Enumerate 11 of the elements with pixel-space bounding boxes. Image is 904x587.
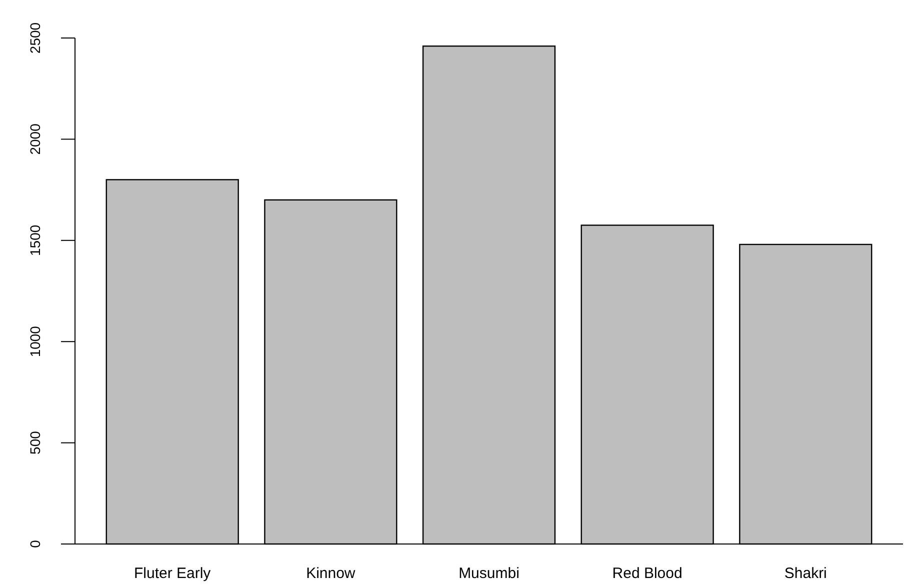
x-tick-label: Musumbi bbox=[458, 565, 520, 582]
y-tick-label: 1000 bbox=[27, 326, 43, 358]
x-tick-label: Shakri bbox=[784, 565, 827, 582]
y-tick-label: 0 bbox=[27, 540, 43, 548]
x-tick-label: Kinnow bbox=[306, 565, 356, 582]
x-tick-label: Fluter Early bbox=[134, 565, 212, 582]
y-tick-label: 500 bbox=[27, 430, 43, 454]
y-tick-label: 2500 bbox=[27, 22, 43, 54]
x-tick-label: Red Blood bbox=[612, 565, 682, 582]
y-tick-label: 2000 bbox=[27, 123, 43, 155]
y-tick-label: 1500 bbox=[27, 224, 43, 256]
